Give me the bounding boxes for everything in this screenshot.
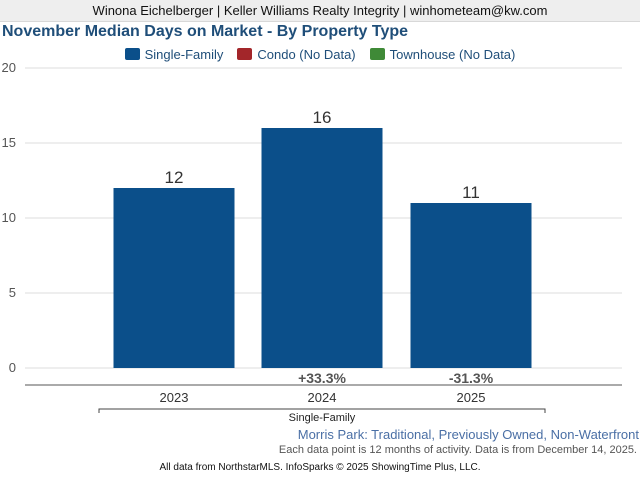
x-tick-label-2025: 2025 <box>457 390 486 405</box>
legend-swatch-townhouse <box>369 48 385 60</box>
legend-label-condo: Condo (No Data) <box>257 46 356 62</box>
legend-label-townhouse: Townhouse (No Data) <box>389 46 516 62</box>
chart-subtitle: Morris Park: Traditional, Previously Own… <box>297 427 639 442</box>
group-label: Single-Family <box>289 412 356 424</box>
legend-label-single-family: Single-Family <box>144 46 224 62</box>
change-label-2024: +33.3% <box>298 370 346 386</box>
y-tick-label-15: 15 <box>2 135 16 150</box>
value-label-2025: 11 <box>462 183 480 202</box>
x-tick-label-2024: 2024 <box>308 390 337 405</box>
bar-2025 <box>410 203 532 368</box>
legend-swatch-single-family <box>124 48 140 60</box>
bar-2023 <box>113 188 235 368</box>
value-label-2023: 12 <box>165 168 184 187</box>
bar-2024 <box>261 128 383 368</box>
y-tick-label-20: 20 <box>2 60 16 75</box>
legend-swatch-condo <box>237 48 253 60</box>
y-tick-label-5: 5 <box>9 285 16 300</box>
y-tick-label-10: 10 <box>2 210 16 225</box>
group-bracket <box>98 408 546 413</box>
change-label-2025: -31.3% <box>449 370 494 386</box>
agent-contact-bar: Winona Eichelberger | Keller Williams Re… <box>0 0 640 22</box>
bar-chart: 0 5 10 15 20 12 2023 16 +33.3% 2024 11 -31.3% 2025 Si… <box>2 60 622 424</box>
chart-title: November Median Days on Market - By Prop… <box>2 23 409 40</box>
data-source: All data from NorthstarMLS. InfoSparks ©… <box>159 462 481 473</box>
value-label-2024: 16 <box>313 108 332 127</box>
legend-item-condo[interactable]: Condo (No Data) <box>237 46 356 62</box>
legend: Single-Family Condo (No Data) Townhouse … <box>0 45 640 63</box>
data-footnote: Each data point is 12 months of activity… <box>278 444 637 456</box>
legend-item-townhouse[interactable]: Townhouse (No Data) <box>369 46 516 62</box>
y-tick-label-0: 0 <box>9 360 16 375</box>
x-tick-label-2023: 2023 <box>160 390 189 405</box>
legend-item-single-family[interactable]: Single-Family <box>124 46 224 62</box>
